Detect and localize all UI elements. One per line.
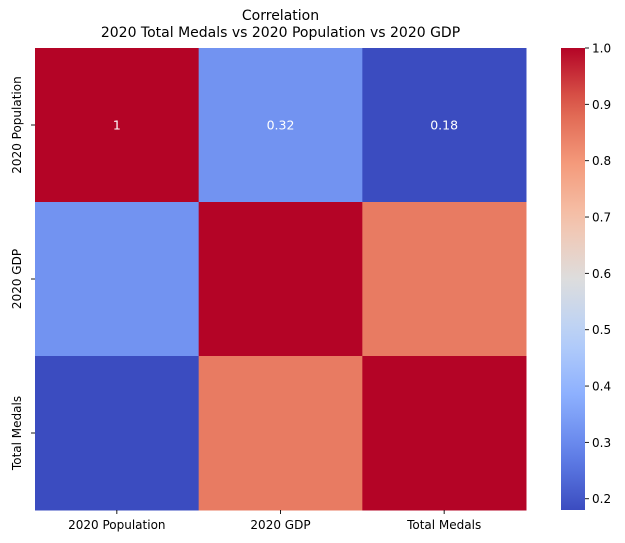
cell-annotation: 0.18 bbox=[430, 118, 458, 133]
y-tick-label: 2020 Population bbox=[10, 76, 24, 173]
colorbar-tick-label: 0.2 bbox=[592, 492, 611, 506]
cell-annotations: 1 0.32 0.18 bbox=[113, 118, 458, 133]
cell-annotation: 0.32 bbox=[267, 118, 295, 133]
colorbar-tick-label: 0.8 bbox=[592, 154, 611, 168]
x-tick-label: 2020 Population bbox=[68, 518, 165, 532]
colorbar-tick-label: 0.7 bbox=[592, 211, 611, 225]
colorbar-tick-label: 0.3 bbox=[592, 436, 611, 450]
colorbar-tick-label: 0.5 bbox=[592, 323, 611, 337]
x-axis: 2020 Population 2020 GDP Total Medals bbox=[68, 510, 481, 532]
chart-title-line: 2020 Total Medals vs 2020 Population vs … bbox=[101, 25, 460, 41]
y-tick-label: 2020 GDP bbox=[10, 249, 24, 309]
colorbar: 0.2 0.3 0.4 0.5 0.6 0.7 0.8 0.9 1.0 bbox=[561, 42, 611, 510]
heatmap-cell bbox=[362, 48, 527, 203]
heatmap-cell bbox=[198, 48, 363, 203]
y-tick-label: Total Medals bbox=[10, 396, 24, 471]
heatmap-cell bbox=[35, 202, 200, 357]
heatmap-cell bbox=[198, 356, 363, 511]
colorbar-tick-label: 1.0 bbox=[592, 42, 611, 56]
heatmap-cell bbox=[362, 356, 527, 511]
heatmap-cell bbox=[198, 202, 363, 357]
chart-title-line: Correlation bbox=[242, 8, 319, 24]
colorbar-tick-label: 0.6 bbox=[592, 267, 611, 281]
heatmap-cell bbox=[35, 356, 200, 511]
colorbar-tick-label: 0.4 bbox=[592, 380, 611, 394]
y-axis: 2020 Population 2020 GDP Total Medals bbox=[10, 76, 35, 471]
heatmap-cell bbox=[35, 48, 200, 203]
heatmap-cell bbox=[362, 202, 527, 357]
heatmap-cells bbox=[35, 48, 527, 511]
x-tick-label: 2020 GDP bbox=[250, 518, 310, 532]
cell-annotation: 1 bbox=[113, 118, 121, 133]
colorbar-tick-label: 0.9 bbox=[592, 98, 611, 112]
colorbar-gradient bbox=[561, 48, 585, 510]
x-tick-label: Total Medals bbox=[406, 518, 481, 532]
